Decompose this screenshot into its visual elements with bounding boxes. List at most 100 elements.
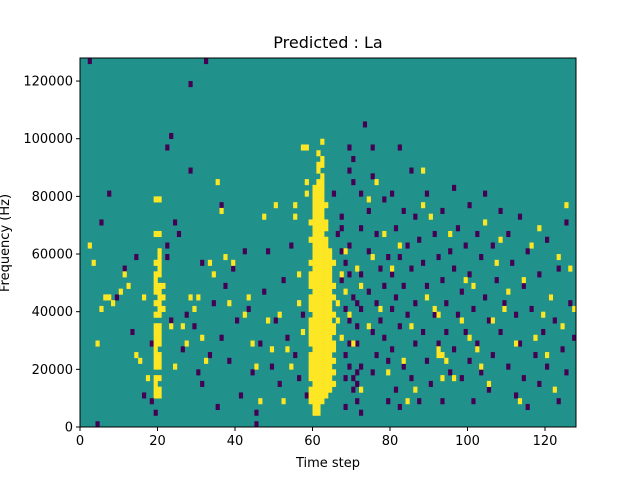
heatmap-cell-high xyxy=(157,352,162,359)
heatmap-cell-high xyxy=(328,346,333,353)
heatmap-cell-high xyxy=(320,392,325,399)
heatmap-cell-low xyxy=(331,190,337,197)
heatmap-cell-high xyxy=(324,259,329,266)
heatmap-cell-high xyxy=(312,357,317,364)
heatmap-cell-high xyxy=(316,236,321,243)
heatmap-cell-low xyxy=(452,346,457,353)
heatmap-cell-high xyxy=(157,265,162,272)
heatmap-cell-high xyxy=(401,357,406,364)
heatmap-cell-low xyxy=(409,375,414,382)
heatmap-cell-high xyxy=(324,328,329,336)
heatmap-cell-high xyxy=(359,282,364,289)
heatmap-cell-high xyxy=(180,323,185,330)
heatmap-cell-high xyxy=(153,323,158,330)
heatmap-cell-high xyxy=(331,282,337,289)
heatmap-cell-high xyxy=(320,311,325,318)
heatmap-cell-low xyxy=(227,357,232,364)
heatmap-cell-low xyxy=(95,421,100,428)
heatmap-cell-low xyxy=(200,380,205,387)
heatmap-cell-low xyxy=(514,311,519,318)
heatmap-cell-high xyxy=(324,254,329,261)
heatmap-cell-low xyxy=(351,179,356,186)
heatmap-cell-high xyxy=(320,225,325,232)
heatmap-cell-high xyxy=(572,305,577,312)
heatmap-cell-high xyxy=(502,305,507,312)
heatmap-cell-low xyxy=(517,213,523,220)
heatmap-cell-high xyxy=(285,346,290,353)
heatmap-cell-high xyxy=(494,259,499,266)
heatmap-cell-high xyxy=(312,196,317,203)
heatmap-cell-low xyxy=(370,144,375,151)
heatmap-cell-high xyxy=(328,380,333,387)
heatmap-cell-high xyxy=(312,277,317,284)
heatmap-cell-high xyxy=(153,277,158,284)
heatmap-cell-high xyxy=(374,179,379,186)
heatmap-cell-high xyxy=(328,375,333,382)
heatmap-cell-low xyxy=(219,334,224,341)
heatmap-cell-low xyxy=(339,277,344,284)
heatmap-cell-high xyxy=(320,300,325,307)
heatmap-cell-high xyxy=(312,242,317,249)
heatmap-cell-high xyxy=(316,352,321,359)
heatmap-cell-low xyxy=(521,282,526,289)
heatmap-cell-high xyxy=(312,386,317,393)
heatmap-cell-high xyxy=(312,213,317,220)
heatmap-cell-high xyxy=(316,254,321,261)
heatmap-cell-low xyxy=(258,340,263,347)
heatmap-cell-low xyxy=(397,144,402,151)
heatmap-cell-high xyxy=(300,144,306,151)
heatmap-cell-high xyxy=(153,380,158,387)
heatmap-cell-high xyxy=(320,380,325,387)
y-axis: 0 20000 40000 60000 80000 100000 120000 xyxy=(23,75,80,436)
heatmap-cell-high xyxy=(316,369,321,376)
heatmap-cell-low xyxy=(300,311,306,318)
heatmap-cell-low xyxy=(347,167,352,174)
heatmap-cell-high xyxy=(262,213,267,220)
heatmap-cell-low xyxy=(169,317,174,324)
heatmap-cell-low xyxy=(564,369,569,376)
heatmap-cell-low xyxy=(467,271,472,278)
x-tick-label: 40 xyxy=(227,434,244,449)
heatmap-cell-high xyxy=(324,265,329,272)
heatmap-cell-low xyxy=(471,305,476,312)
heatmap-cell-low xyxy=(343,305,348,312)
heatmap-cell-high xyxy=(316,196,321,203)
heatmap-cell-low xyxy=(529,305,534,312)
heatmap-cell-high xyxy=(312,282,317,289)
heatmap-cell-high xyxy=(320,184,325,191)
heatmap-cell-high xyxy=(312,248,317,255)
heatmap-cell-low xyxy=(386,357,391,364)
heatmap-cell-low xyxy=(366,207,371,214)
heatmap-cell-low xyxy=(242,248,247,255)
heatmap-cell-high xyxy=(548,294,554,301)
heatmap-cell-high xyxy=(320,357,325,364)
heatmap-cell-high xyxy=(320,334,325,341)
heatmap-cell-low xyxy=(378,317,383,324)
heatmap-cell-low xyxy=(351,386,356,393)
heatmap-cell-low xyxy=(424,282,430,289)
heatmap-cell-low xyxy=(568,300,573,307)
heatmap-cell-high xyxy=(157,392,162,399)
heatmap-cell-low xyxy=(533,352,538,359)
y-tick-label: 20000 xyxy=(32,363,73,378)
heatmap-cell-high xyxy=(347,311,352,318)
heatmap-cell-high xyxy=(312,236,317,243)
heatmap-cell-low xyxy=(452,184,457,191)
heatmap-cell-high xyxy=(316,300,321,307)
heatmap-cell-high xyxy=(192,305,197,312)
heatmap-cell-low xyxy=(192,323,197,330)
heatmap-cell-low xyxy=(413,340,418,347)
heatmap-cell-low xyxy=(463,328,468,336)
heatmap-cell-low xyxy=(424,357,430,364)
heatmap-cell-low xyxy=(215,403,220,411)
heatmap-cell-low xyxy=(382,334,387,341)
heatmap-cell-low xyxy=(339,225,344,232)
heatmap-cell-high xyxy=(312,202,317,209)
heatmap-cell-low xyxy=(351,294,356,301)
heatmap-cell-high xyxy=(324,277,329,284)
heatmap-cell-low xyxy=(355,300,360,307)
heatmap-cell-high xyxy=(331,340,337,347)
heatmap-cell-low xyxy=(417,236,422,243)
heatmap-cell-high xyxy=(320,213,325,220)
